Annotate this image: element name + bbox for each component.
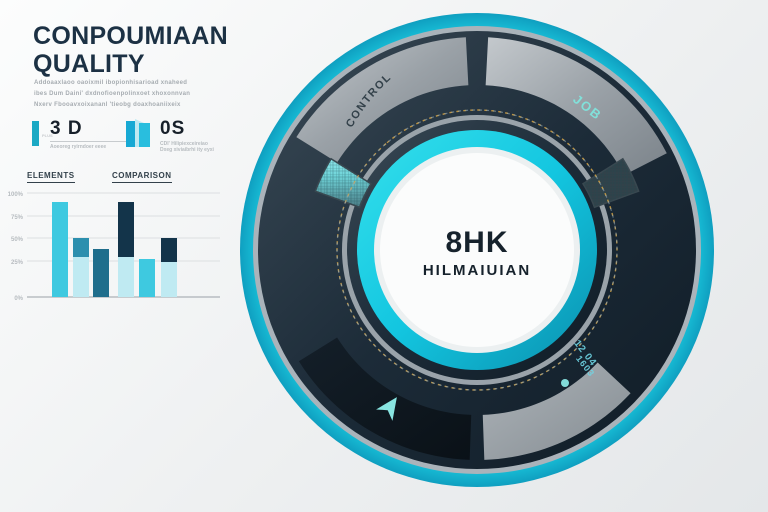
svg-text:8HK: 8HK [445, 226, 508, 259]
svg-text:HILMAIUIAN: HILMAIUIAN [423, 262, 531, 279]
